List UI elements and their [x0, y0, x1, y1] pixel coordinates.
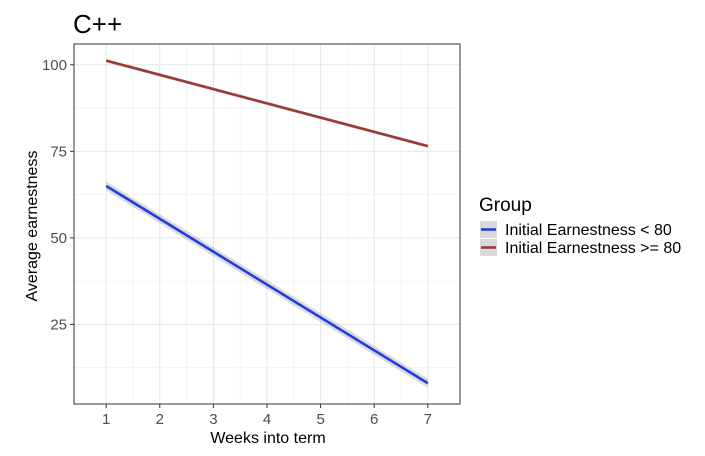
plot-panel — [73, 43, 461, 405]
y-tick-label: 25 — [50, 316, 67, 333]
x-tick-label: 3 — [209, 411, 217, 428]
legend-label-0: Initial Earnestness < 80 — [505, 222, 672, 239]
x-axis-label: Weeks into term — [210, 430, 325, 447]
series-0-line — [105, 184, 429, 385]
x-tick-label: 4 — [263, 411, 271, 428]
series-1-line — [105, 59, 429, 148]
y-axis-label: Average earnestness — [24, 151, 41, 302]
y-tick-label: 75 — [50, 143, 67, 160]
x-tick-label: 5 — [316, 411, 324, 428]
x-tick-label: 2 — [156, 411, 164, 428]
x-tick-label: 6 — [370, 411, 378, 428]
legend-label-1: Initial Earnestness >= 80 — [505, 240, 681, 257]
y-tick-label: 100 — [42, 57, 67, 74]
chart-title: C++ — [73, 9, 122, 39]
legend-title: Group — [479, 195, 532, 216]
y-tick-label: 50 — [50, 230, 67, 247]
x-tick-label: 7 — [424, 411, 432, 428]
x-tick-label: 1 — [102, 411, 110, 428]
